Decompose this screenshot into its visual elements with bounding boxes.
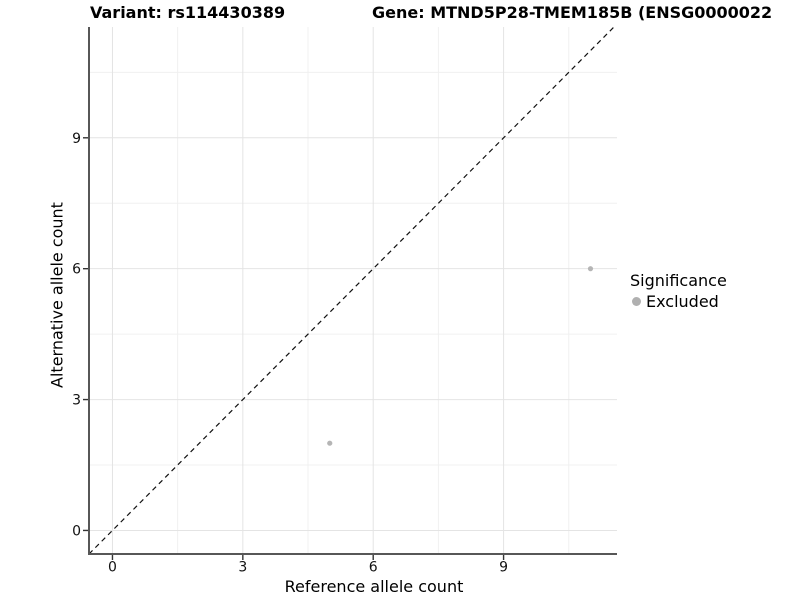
x-tick-label: 3	[238, 560, 247, 576]
legend-item-label: Excluded	[646, 292, 719, 311]
x-tick-label: 6	[369, 560, 378, 576]
data-point	[327, 440, 333, 446]
y-tick-label: 9	[72, 131, 81, 147]
x-tick-label: 9	[499, 560, 508, 576]
y-tick-label: 0	[72, 523, 81, 539]
y-tick-label: 3	[72, 393, 81, 409]
x-axis-title: Reference allele count	[284, 577, 464, 596]
gene-title: Gene: MTND5P28-TMEM185B (ENSG0000022	[372, 3, 773, 22]
x-tick-label: 0	[108, 560, 117, 576]
data-point	[587, 266, 594, 272]
y-tick-label: 6	[72, 262, 81, 278]
y-axis-title: Alternative allele count	[47, 202, 67, 388]
legend: Significance Excluded	[630, 271, 727, 311]
legend-point-icon	[632, 297, 641, 306]
legend-item-excluded: Excluded	[632, 292, 727, 311]
identity-dashed-line	[88, 26, 615, 555]
variant-title: Variant: rs114430389	[90, 3, 286, 22]
legend-title: Significance	[630, 271, 727, 290]
